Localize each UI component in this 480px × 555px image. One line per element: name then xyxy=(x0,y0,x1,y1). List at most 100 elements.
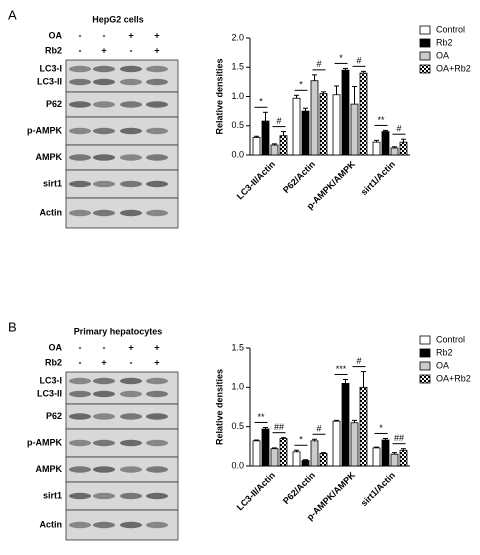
legend-swatch xyxy=(419,348,431,358)
band xyxy=(93,180,115,188)
treatment-sign: - xyxy=(130,357,133,367)
treatment-sign: - xyxy=(79,30,82,40)
bar xyxy=(399,141,408,156)
treatment-sign: + xyxy=(101,357,106,367)
y-tick-label: 1.5 xyxy=(231,342,244,352)
y-tick-label: 1.0 xyxy=(231,91,244,101)
band xyxy=(120,439,142,447)
blot-box xyxy=(65,59,179,93)
significance-mark: # xyxy=(276,116,281,126)
legend-label: Rb2 xyxy=(436,347,453,357)
bar xyxy=(390,453,399,467)
panel-label: A xyxy=(8,7,17,22)
legend-label: Control xyxy=(436,334,465,344)
bar xyxy=(279,438,288,467)
legend-label: OA xyxy=(436,50,449,60)
bar xyxy=(319,453,328,467)
blot-title: HepG2 cells xyxy=(92,14,144,24)
x-tick-label: LC3-II/Actin xyxy=(235,470,277,512)
y-tick-label: 0.0 xyxy=(231,460,244,470)
band xyxy=(120,492,142,500)
band xyxy=(120,154,142,161)
band xyxy=(93,390,115,398)
treatment-name: OA xyxy=(49,30,63,40)
bar xyxy=(301,110,310,156)
treatment-name: Rb2 xyxy=(45,45,62,55)
significance-mark: * xyxy=(339,53,343,63)
bar xyxy=(350,422,359,467)
bar xyxy=(279,135,288,156)
y-axis-label: Relative densities xyxy=(214,58,224,134)
band xyxy=(120,413,142,420)
treatment-name: Rb2 xyxy=(45,357,62,367)
legend-swatch xyxy=(419,51,431,61)
blot-title: Primary hepatocytes xyxy=(74,326,163,336)
band xyxy=(69,180,91,188)
bar xyxy=(381,439,390,467)
panel-label: B xyxy=(8,319,17,334)
band-label: LC3-I xyxy=(40,375,63,385)
band xyxy=(93,492,115,500)
band xyxy=(146,390,168,398)
bar xyxy=(332,420,341,467)
band xyxy=(69,65,91,73)
bar xyxy=(292,97,301,156)
band xyxy=(120,466,142,473)
significance-mark: # xyxy=(316,424,321,434)
band-label: p-AMPK xyxy=(27,437,62,447)
band-label: LC3-I xyxy=(40,63,63,73)
band xyxy=(146,78,168,86)
y-tick-label: 1.5 xyxy=(231,62,244,72)
band-label: LC3-II xyxy=(37,388,62,398)
significance-mark: * xyxy=(299,80,303,90)
x-tick-label: sirt1/Actin xyxy=(359,470,397,508)
legend-swatch xyxy=(419,374,431,384)
legend-swatch xyxy=(419,38,431,48)
band-label: Actin xyxy=(40,207,63,217)
treatment-sign: - xyxy=(79,45,82,55)
treatment-sign: + xyxy=(128,30,133,40)
band xyxy=(146,413,168,420)
bar xyxy=(319,93,328,156)
band xyxy=(69,390,91,398)
blot-box xyxy=(65,371,179,405)
significance-mark: # xyxy=(396,124,401,134)
bar xyxy=(261,428,270,467)
band xyxy=(146,127,168,135)
x-tick-label: LC3-II/Actin xyxy=(235,159,277,201)
x-tick-label: P62/Actin xyxy=(281,159,317,195)
bar xyxy=(372,141,381,156)
bar xyxy=(270,448,279,467)
treatment-sign: - xyxy=(79,357,82,367)
legend-label: OA xyxy=(436,360,449,370)
band xyxy=(120,521,142,529)
band xyxy=(146,377,168,385)
bar xyxy=(341,69,350,156)
band xyxy=(146,466,168,473)
bar xyxy=(310,440,319,467)
bar xyxy=(252,440,261,467)
band xyxy=(146,180,168,188)
band xyxy=(146,521,168,529)
band xyxy=(120,180,142,188)
y-tick-label: 0.5 xyxy=(231,120,244,130)
band xyxy=(93,127,115,135)
significance-mark: ** xyxy=(257,412,265,422)
band xyxy=(120,101,142,108)
significance-mark: ## xyxy=(274,422,284,432)
legend-label: OA+Rb2 xyxy=(436,63,471,73)
band xyxy=(120,127,142,135)
treatment-sign: + xyxy=(128,342,133,352)
band-label: Actin xyxy=(40,519,63,529)
band-label: sirt1 xyxy=(43,490,62,500)
legend-swatch xyxy=(419,25,431,35)
band xyxy=(69,413,91,420)
bar xyxy=(399,449,408,467)
treatment-sign: + xyxy=(101,45,106,55)
bar xyxy=(270,144,279,156)
x-tick-label: P62/Actin xyxy=(281,470,317,506)
band xyxy=(93,466,115,473)
band xyxy=(69,127,91,135)
band xyxy=(146,154,168,161)
